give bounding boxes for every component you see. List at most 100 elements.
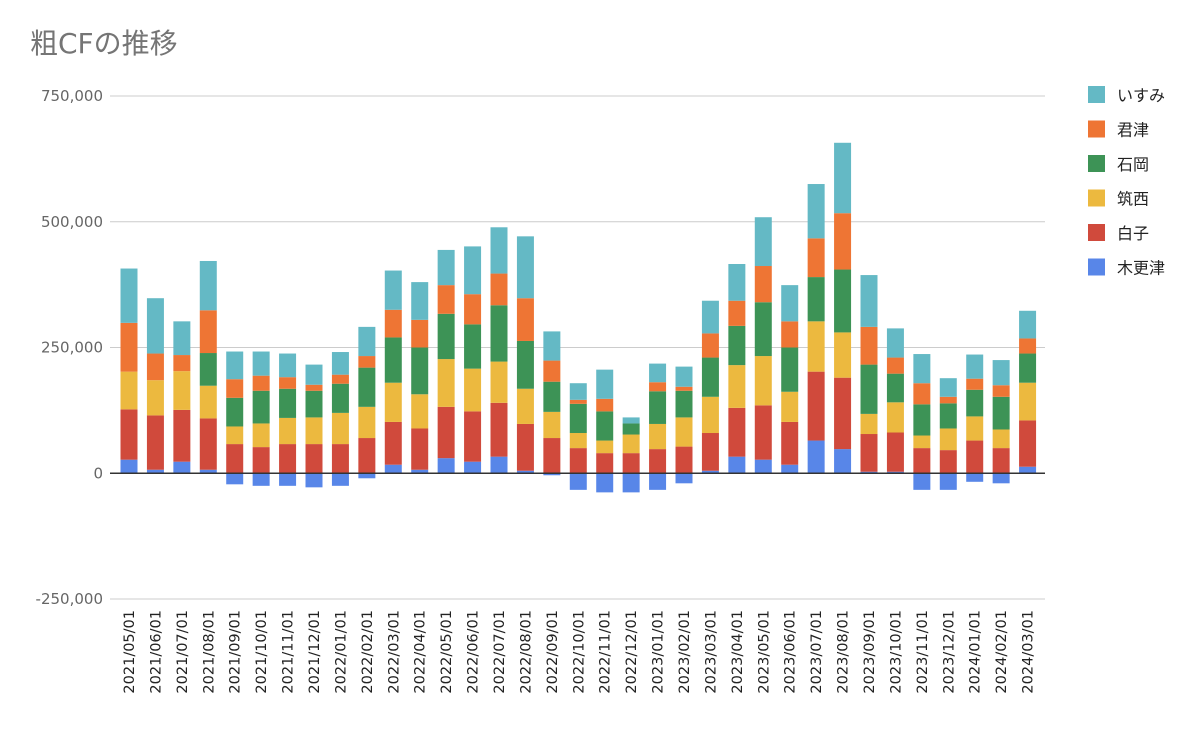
bar-segment	[649, 391, 667, 424]
bar-segment	[701, 357, 719, 397]
bar-segment	[543, 381, 561, 412]
bar-segment	[1019, 420, 1037, 467]
legend-item: 君津	[1088, 120, 1149, 140]
bar-stack	[358, 326, 376, 479]
bar-segment	[754, 302, 772, 357]
bar-segment	[675, 473, 693, 484]
bar-segment	[384, 464, 402, 474]
bar-segment	[596, 440, 614, 454]
bar-stack	[516, 236, 534, 474]
bar-segment	[490, 227, 508, 274]
bar-segment	[939, 473, 957, 490]
bar-segment	[331, 383, 349, 413]
bar-segment	[966, 473, 984, 482]
legend-item: 木更津	[1088, 258, 1165, 278]
bar-segment	[173, 321, 191, 356]
bar-segment	[754, 217, 772, 267]
bar-segment	[1019, 338, 1037, 354]
bar-segment	[516, 388, 534, 424]
bar-segment	[860, 434, 878, 472]
y-tick-label: -250,000	[36, 590, 103, 608]
x-tick-label: 2023/11/01	[915, 610, 931, 694]
y-tick-label: 250,000	[41, 339, 103, 357]
bar-segment	[331, 374, 349, 384]
x-tick-label: 2022/02/01	[360, 610, 376, 694]
bar-segment	[252, 351, 270, 376]
bar-segment	[754, 356, 772, 406]
bar-segment	[173, 461, 191, 474]
bar-segment	[464, 368, 482, 412]
x-tick-label: 2023/12/01	[941, 610, 957, 694]
x-tick-label: 2023/06/01	[783, 610, 799, 694]
y-tick-label: 0	[93, 464, 103, 482]
legend-item: 白子	[1088, 224, 1149, 243]
bar-segment	[331, 412, 349, 445]
bar-segment	[754, 405, 772, 460]
bar-segment	[146, 469, 164, 474]
bar-segment	[834, 377, 852, 450]
bar-stack	[279, 353, 297, 486]
bar-segment	[279, 473, 297, 486]
bar-segment	[120, 268, 138, 323]
legend-item: 筑西	[1088, 189, 1149, 209]
bar-segment	[728, 264, 746, 301]
bar-segment	[939, 403, 957, 429]
bar-segment	[252, 423, 270, 448]
bar-stack	[305, 364, 323, 488]
bar-segment	[728, 456, 746, 474]
bar-segment	[701, 396, 719, 434]
x-tick-label: 2023/08/01	[836, 610, 852, 694]
bar-segment	[464, 461, 482, 474]
bar-segment	[358, 473, 376, 479]
bar-stack	[939, 378, 957, 490]
bar-stack	[384, 270, 402, 474]
bar-segment	[120, 322, 138, 372]
y-axis-tick-labels: -250,000 0 250,000 500,000 750,000	[36, 87, 103, 608]
bar-segment	[543, 360, 561, 382]
bar-segment	[939, 378, 957, 397]
bar-segment	[279, 417, 297, 445]
bar-segment	[913, 404, 931, 436]
bar-segment	[807, 238, 825, 278]
bar-segment	[1019, 466, 1037, 474]
bar-segment	[569, 383, 587, 400]
x-tick-label: 2024/03/01	[1021, 610, 1037, 694]
bar-stack	[675, 366, 693, 484]
bar-stack	[701, 300, 719, 474]
bar-segment	[437, 313, 455, 360]
x-tick-label: 2022/12/01	[624, 610, 640, 694]
bar-segment	[437, 285, 455, 314]
bar-segment	[1019, 382, 1037, 421]
bar-segment	[411, 469, 429, 474]
bar-segment	[411, 394, 429, 429]
bar-segment	[437, 249, 455, 286]
bar-stack	[464, 246, 482, 474]
bar-segment	[834, 332, 852, 378]
bar-stack	[754, 217, 772, 474]
bar-segment	[622, 453, 640, 474]
bar-segment	[966, 416, 984, 441]
bar-segment	[834, 213, 852, 270]
bar-stack	[913, 354, 931, 490]
bar-segment	[279, 388, 297, 418]
bar-segment	[252, 375, 270, 391]
x-tick-label: 2022/03/01	[386, 610, 402, 694]
legend-swatch	[1088, 189, 1105, 207]
bar-segment	[490, 402, 508, 457]
bar-segment	[226, 351, 244, 380]
bar-segment	[728, 300, 746, 326]
bar-segment	[834, 449, 852, 474]
bar-segment	[252, 473, 270, 486]
bar-segment	[886, 432, 904, 472]
bar-segment	[516, 470, 534, 474]
bar-segment	[649, 449, 667, 474]
bar-segment	[146, 298, 164, 354]
legend-label: 筑西	[1117, 190, 1149, 209]
bar-segment	[411, 428, 429, 470]
bar-segment	[860, 326, 878, 365]
bar-segment	[886, 357, 904, 374]
x-tick-label: 2022/11/01	[598, 610, 614, 694]
bar-segment	[490, 273, 508, 306]
bar-segment	[437, 406, 455, 459]
